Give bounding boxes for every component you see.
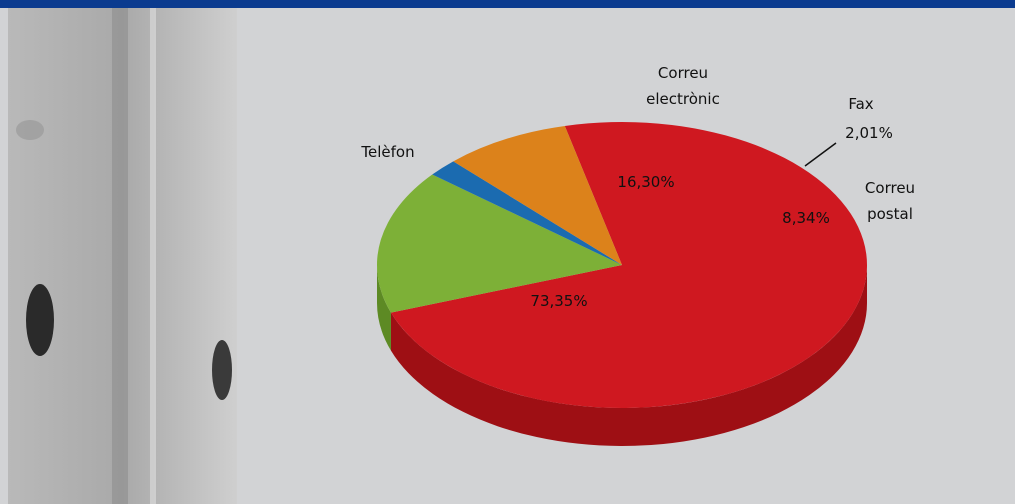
value-label: 2,01% bbox=[845, 124, 893, 142]
leader-line bbox=[804, 142, 837, 167]
header-bar bbox=[0, 0, 1015, 8]
pie-side bbox=[377, 265, 391, 351]
category-label: Fax bbox=[848, 95, 874, 113]
pie-slice bbox=[390, 121, 867, 409]
pie-slice bbox=[376, 174, 622, 313]
category-label: Correu postal bbox=[864, 179, 916, 223]
category-label: Telèfon bbox=[361, 143, 415, 161]
pie-slice bbox=[453, 125, 622, 265]
value-label: 16,30% bbox=[617, 173, 675, 191]
value-label: 8,34% bbox=[782, 209, 830, 227]
pie-slice bbox=[432, 161, 622, 265]
pie bbox=[376, 121, 867, 447]
value-label: 73,35% bbox=[530, 292, 588, 310]
category-label: Correu electrònic bbox=[646, 64, 720, 108]
pie-side bbox=[390, 265, 867, 447]
side-photo bbox=[8, 8, 237, 504]
